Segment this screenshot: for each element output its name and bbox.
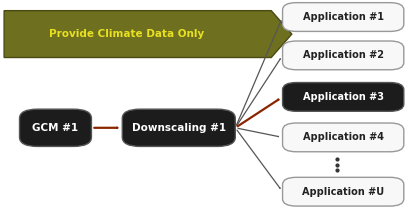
FancyBboxPatch shape [283,3,404,32]
Polygon shape [4,11,292,58]
Text: Application #4: Application #4 [302,132,384,142]
Text: GCM #1: GCM #1 [32,123,79,133]
FancyBboxPatch shape [122,109,235,147]
FancyBboxPatch shape [283,41,404,70]
FancyBboxPatch shape [283,83,404,111]
Text: Application #2: Application #2 [302,50,384,60]
FancyBboxPatch shape [283,123,404,152]
FancyBboxPatch shape [283,177,404,206]
Text: Application #3: Application #3 [302,92,384,102]
Text: Application #U: Application #U [302,187,384,197]
FancyBboxPatch shape [20,109,91,147]
Text: Application #1: Application #1 [302,12,384,22]
Text: Downscaling #1: Downscaling #1 [132,123,226,133]
Text: Provide Climate Data Only: Provide Climate Data Only [49,29,205,39]
